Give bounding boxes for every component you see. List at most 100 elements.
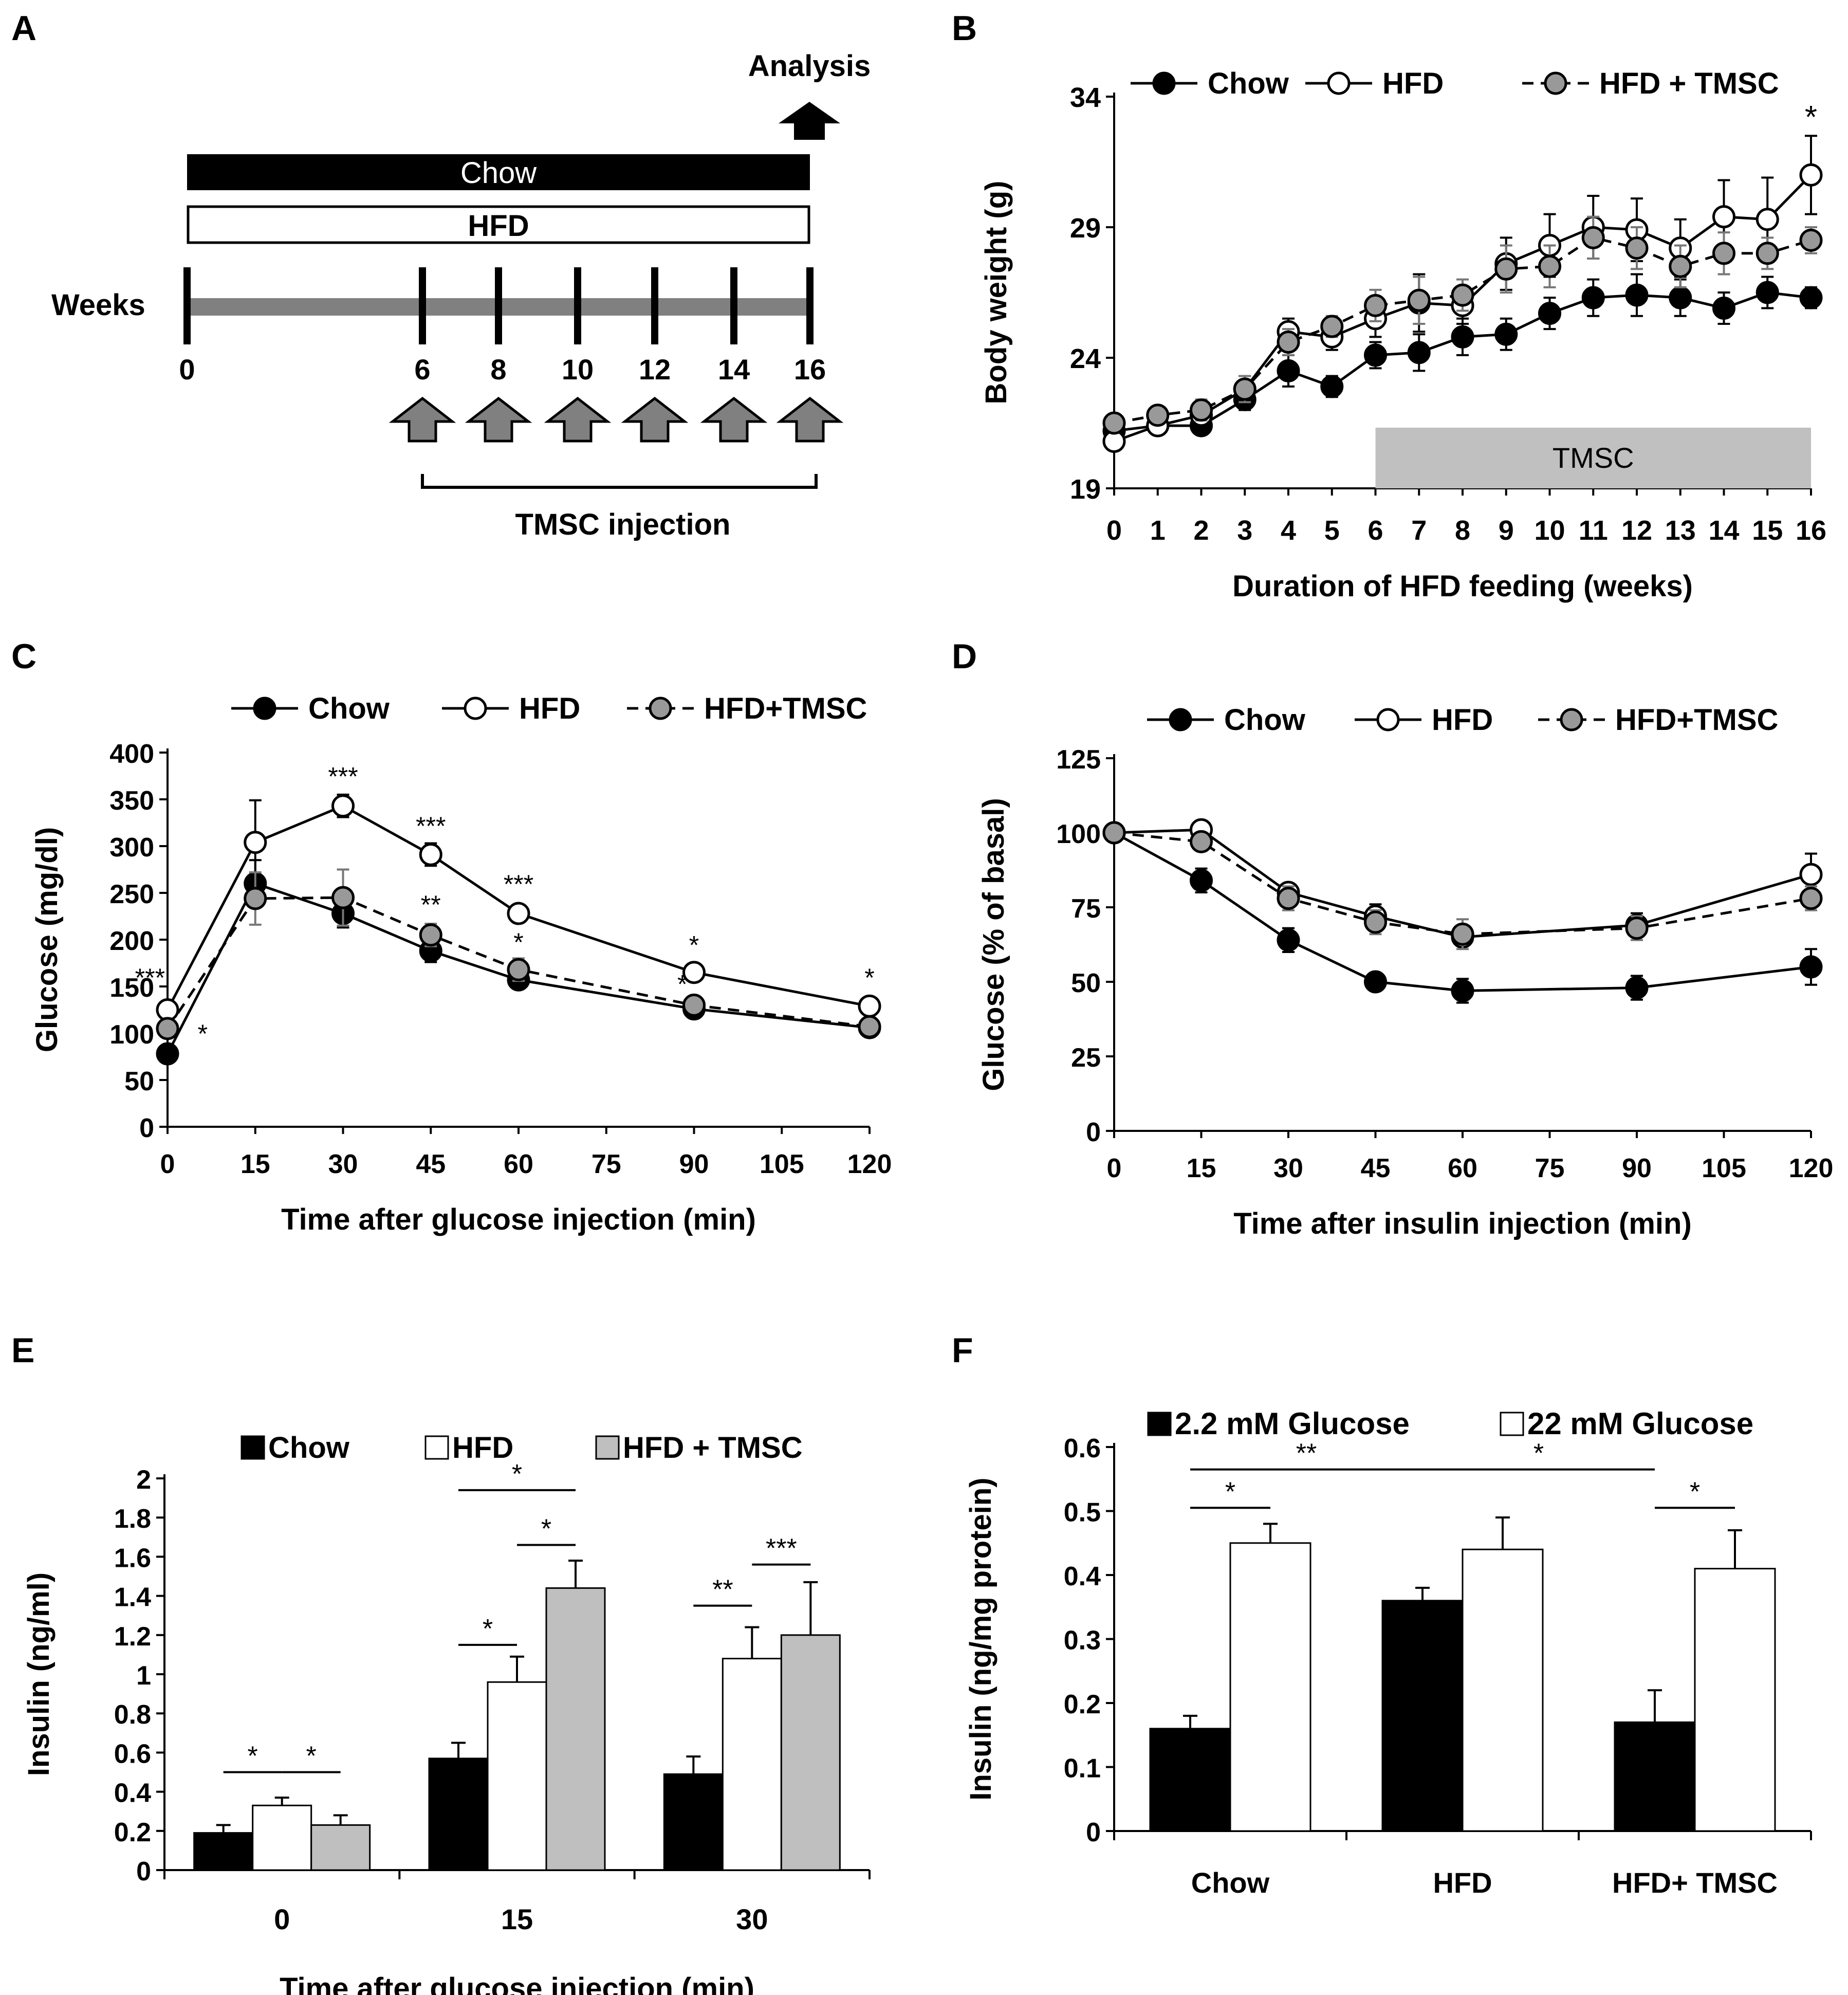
x-tick-label: 16 bbox=[1796, 515, 1826, 546]
weeks-label: Weeks bbox=[51, 288, 145, 322]
panel-letter-c: C bbox=[11, 637, 36, 676]
significance-marker: * bbox=[1225, 1477, 1235, 1507]
x-tick-label: 0 bbox=[1107, 1154, 1122, 1183]
significance-marker: * bbox=[512, 1459, 522, 1489]
legend-label: HFD bbox=[1382, 67, 1444, 100]
significance-marker: * bbox=[513, 928, 523, 957]
week-ticks: 0 6 8 10 12 14 16 bbox=[179, 267, 826, 386]
y-tick-label: 0 bbox=[1086, 1818, 1101, 1847]
data-point-hfd-tmsc bbox=[1407, 288, 1431, 312]
data-point-hfd-tmsc bbox=[1102, 411, 1126, 435]
bar-22-mm-glucose bbox=[1229, 1542, 1311, 1832]
y-tick-label: 0 bbox=[139, 1113, 154, 1143]
week-tick-mark bbox=[651, 267, 658, 344]
x-tick-label: 105 bbox=[760, 1149, 804, 1179]
x-tick-label: 11 bbox=[1579, 515, 1608, 546]
y-tick-label: 50 bbox=[124, 1067, 154, 1096]
y-tick-label: 300 bbox=[109, 833, 154, 863]
data-point-hfd bbox=[1755, 208, 1779, 231]
schematic-panel-a: Analysis Chow HFD Weeks 0 6 8 10 12 14 16 TMSC… bbox=[51, 49, 871, 541]
chart-panel-c: 0 50 100 150 200 250 300 350 400 0 15 30 45 60 75 90 105… bbox=[30, 692, 892, 1236]
week-tick-label: 10 bbox=[562, 353, 594, 386]
significance-marker: * bbox=[689, 930, 699, 959]
y-tick-label: 0.2 bbox=[114, 1818, 151, 1847]
y-tick-label: 100 bbox=[1056, 819, 1101, 849]
data-point-hfd bbox=[507, 902, 530, 925]
week-tick-label: 16 bbox=[794, 353, 826, 386]
bar-hfd-tmsc bbox=[780, 1634, 841, 1871]
category-label: 15 bbox=[501, 1903, 533, 1935]
x-tick-label: 9 bbox=[1499, 515, 1514, 546]
significance-marker: *** bbox=[504, 870, 533, 899]
data-point-hfd bbox=[1712, 205, 1735, 229]
legend-marker bbox=[1560, 708, 1583, 731]
panel-letter-a: A bbox=[11, 9, 36, 48]
series-line-chow bbox=[1113, 831, 1812, 992]
x-axis-title: Duration of HFD feeding (weeks) bbox=[1232, 570, 1693, 603]
legend-marker bbox=[649, 697, 672, 720]
legend-swatch bbox=[424, 1435, 449, 1460]
legend-swatch bbox=[241, 1435, 265, 1460]
bar-hfd bbox=[252, 1804, 312, 1871]
x-tick-label: 30 bbox=[1273, 1154, 1303, 1183]
data-point-hfd-tmsc bbox=[156, 1017, 179, 1040]
chow-timeline-bar bbox=[187, 154, 810, 190]
y-tick-label: 350 bbox=[109, 786, 154, 816]
y-tick-label: 24 bbox=[1070, 343, 1101, 374]
y-tick-label: 0.1 bbox=[1064, 1754, 1101, 1784]
injection-arrow-icon bbox=[700, 396, 768, 443]
injection-arrow-icon bbox=[544, 396, 612, 443]
data-point-chow bbox=[1407, 341, 1431, 364]
x-axis-title: Time after glucose injection (min) bbox=[280, 1972, 754, 1995]
bar-chow bbox=[428, 1758, 489, 1871]
x-tick-label: 0 bbox=[160, 1149, 175, 1179]
data-point-hfd-tmsc bbox=[1364, 910, 1387, 934]
data-point-chow bbox=[1755, 281, 1779, 304]
panel-letter-d: D bbox=[952, 637, 977, 676]
data-point-chow bbox=[1799, 955, 1823, 979]
injection-arrow-icon bbox=[389, 396, 456, 443]
tmsc-band-label: TMSC bbox=[1553, 442, 1634, 474]
tmsc-treatment-band bbox=[1375, 428, 1811, 488]
data-point-chow bbox=[1364, 343, 1387, 367]
y-tick-label: 0.3 bbox=[1064, 1626, 1101, 1656]
category-label: 30 bbox=[736, 1903, 768, 1935]
y-tick-label: 50 bbox=[1071, 968, 1101, 998]
category-label: HFD+ TMSC bbox=[1612, 1866, 1778, 1899]
legend-marker bbox=[1544, 71, 1567, 95]
significance-marker: *** bbox=[135, 963, 165, 992]
significance-marker: * bbox=[248, 1742, 258, 1771]
data-point-hfd-tmsc bbox=[1799, 887, 1823, 910]
y-tick-label: 0.4 bbox=[114, 1779, 151, 1808]
x-axis-title: Time after glucose injection (min) bbox=[281, 1203, 756, 1236]
legend-swatch bbox=[1147, 1412, 1172, 1436]
significance-marker: ** bbox=[712, 1575, 733, 1605]
x-tick-label: 90 bbox=[679, 1149, 709, 1179]
data-point-chow bbox=[1538, 302, 1561, 325]
data-point-hfd-tmsc bbox=[244, 887, 267, 910]
legend-label: HFD bbox=[519, 692, 580, 725]
significance-marker: * bbox=[864, 963, 874, 992]
x-tick-label: 45 bbox=[1361, 1154, 1391, 1183]
week-tick-label: 14 bbox=[718, 353, 750, 386]
y-tick-label: 100 bbox=[109, 1020, 154, 1050]
bar-chow bbox=[663, 1773, 724, 1871]
week-tick-mark bbox=[495, 267, 502, 344]
y-tick-label: 0.6 bbox=[114, 1739, 151, 1769]
x-tick-label: 45 bbox=[416, 1149, 446, 1179]
significance-marker: * bbox=[306, 1742, 317, 1771]
bar-hfd bbox=[722, 1658, 782, 1871]
bar-hfd-tmsc bbox=[310, 1824, 371, 1871]
y-axis-title: Glucose (% of basal) bbox=[977, 798, 1010, 1091]
x-tick-label: 4 bbox=[1281, 515, 1296, 546]
data-point-chow bbox=[1320, 375, 1344, 398]
x-tick-label: 60 bbox=[504, 1149, 533, 1179]
legend-label: HFD bbox=[1432, 703, 1493, 737]
y-tick-label: 19 bbox=[1070, 474, 1101, 505]
data-point-hfd-tmsc bbox=[1190, 830, 1213, 853]
significance-marker: * bbox=[1805, 100, 1817, 135]
week-tick-label: 12 bbox=[639, 353, 671, 386]
data-point-hfd-tmsc bbox=[419, 923, 442, 947]
y-tick-label: 200 bbox=[109, 926, 154, 956]
